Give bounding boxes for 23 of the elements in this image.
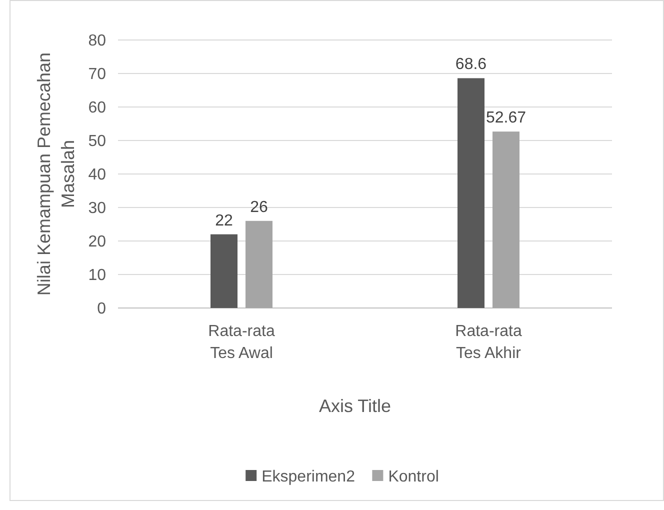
- x-axis-title: Axis Title: [318, 396, 392, 416]
- bar: [492, 132, 520, 308]
- y-tick-label: 70: [88, 66, 106, 84]
- data-label: 52.67: [486, 110, 526, 127]
- y-tick-label: 30: [88, 200, 106, 218]
- y-tick-label: 50: [88, 133, 106, 150]
- data-label: 26: [250, 198, 268, 216]
- bar: [246, 220, 272, 308]
- x-tick-label: Rata-rata Tes Akhir: [455, 323, 522, 362]
- x-tick-label: Rata-rata Tes Awal: [208, 323, 275, 362]
- y-tick-label: 10: [88, 267, 106, 284]
- data-label: 68.6: [455, 56, 487, 74]
- bar: [210, 234, 238, 308]
- data-label: 22: [215, 212, 233, 230]
- y-axis-title: Nilai Kemampuan Pemecahan Masalah: [34, 52, 78, 296]
- y-tick-label: 20: [88, 234, 106, 251]
- y-tick-label: 80: [88, 32, 106, 50]
- y-tick-label: 0: [97, 300, 106, 318]
- legend-label: Eksperimen2: [262, 468, 356, 486]
- legend-label: Kontrol: [388, 468, 439, 486]
- y-tick-label: 40: [88, 166, 106, 184]
- y-tick-label: 60: [88, 100, 106, 117]
- bar: [458, 78, 484, 308]
